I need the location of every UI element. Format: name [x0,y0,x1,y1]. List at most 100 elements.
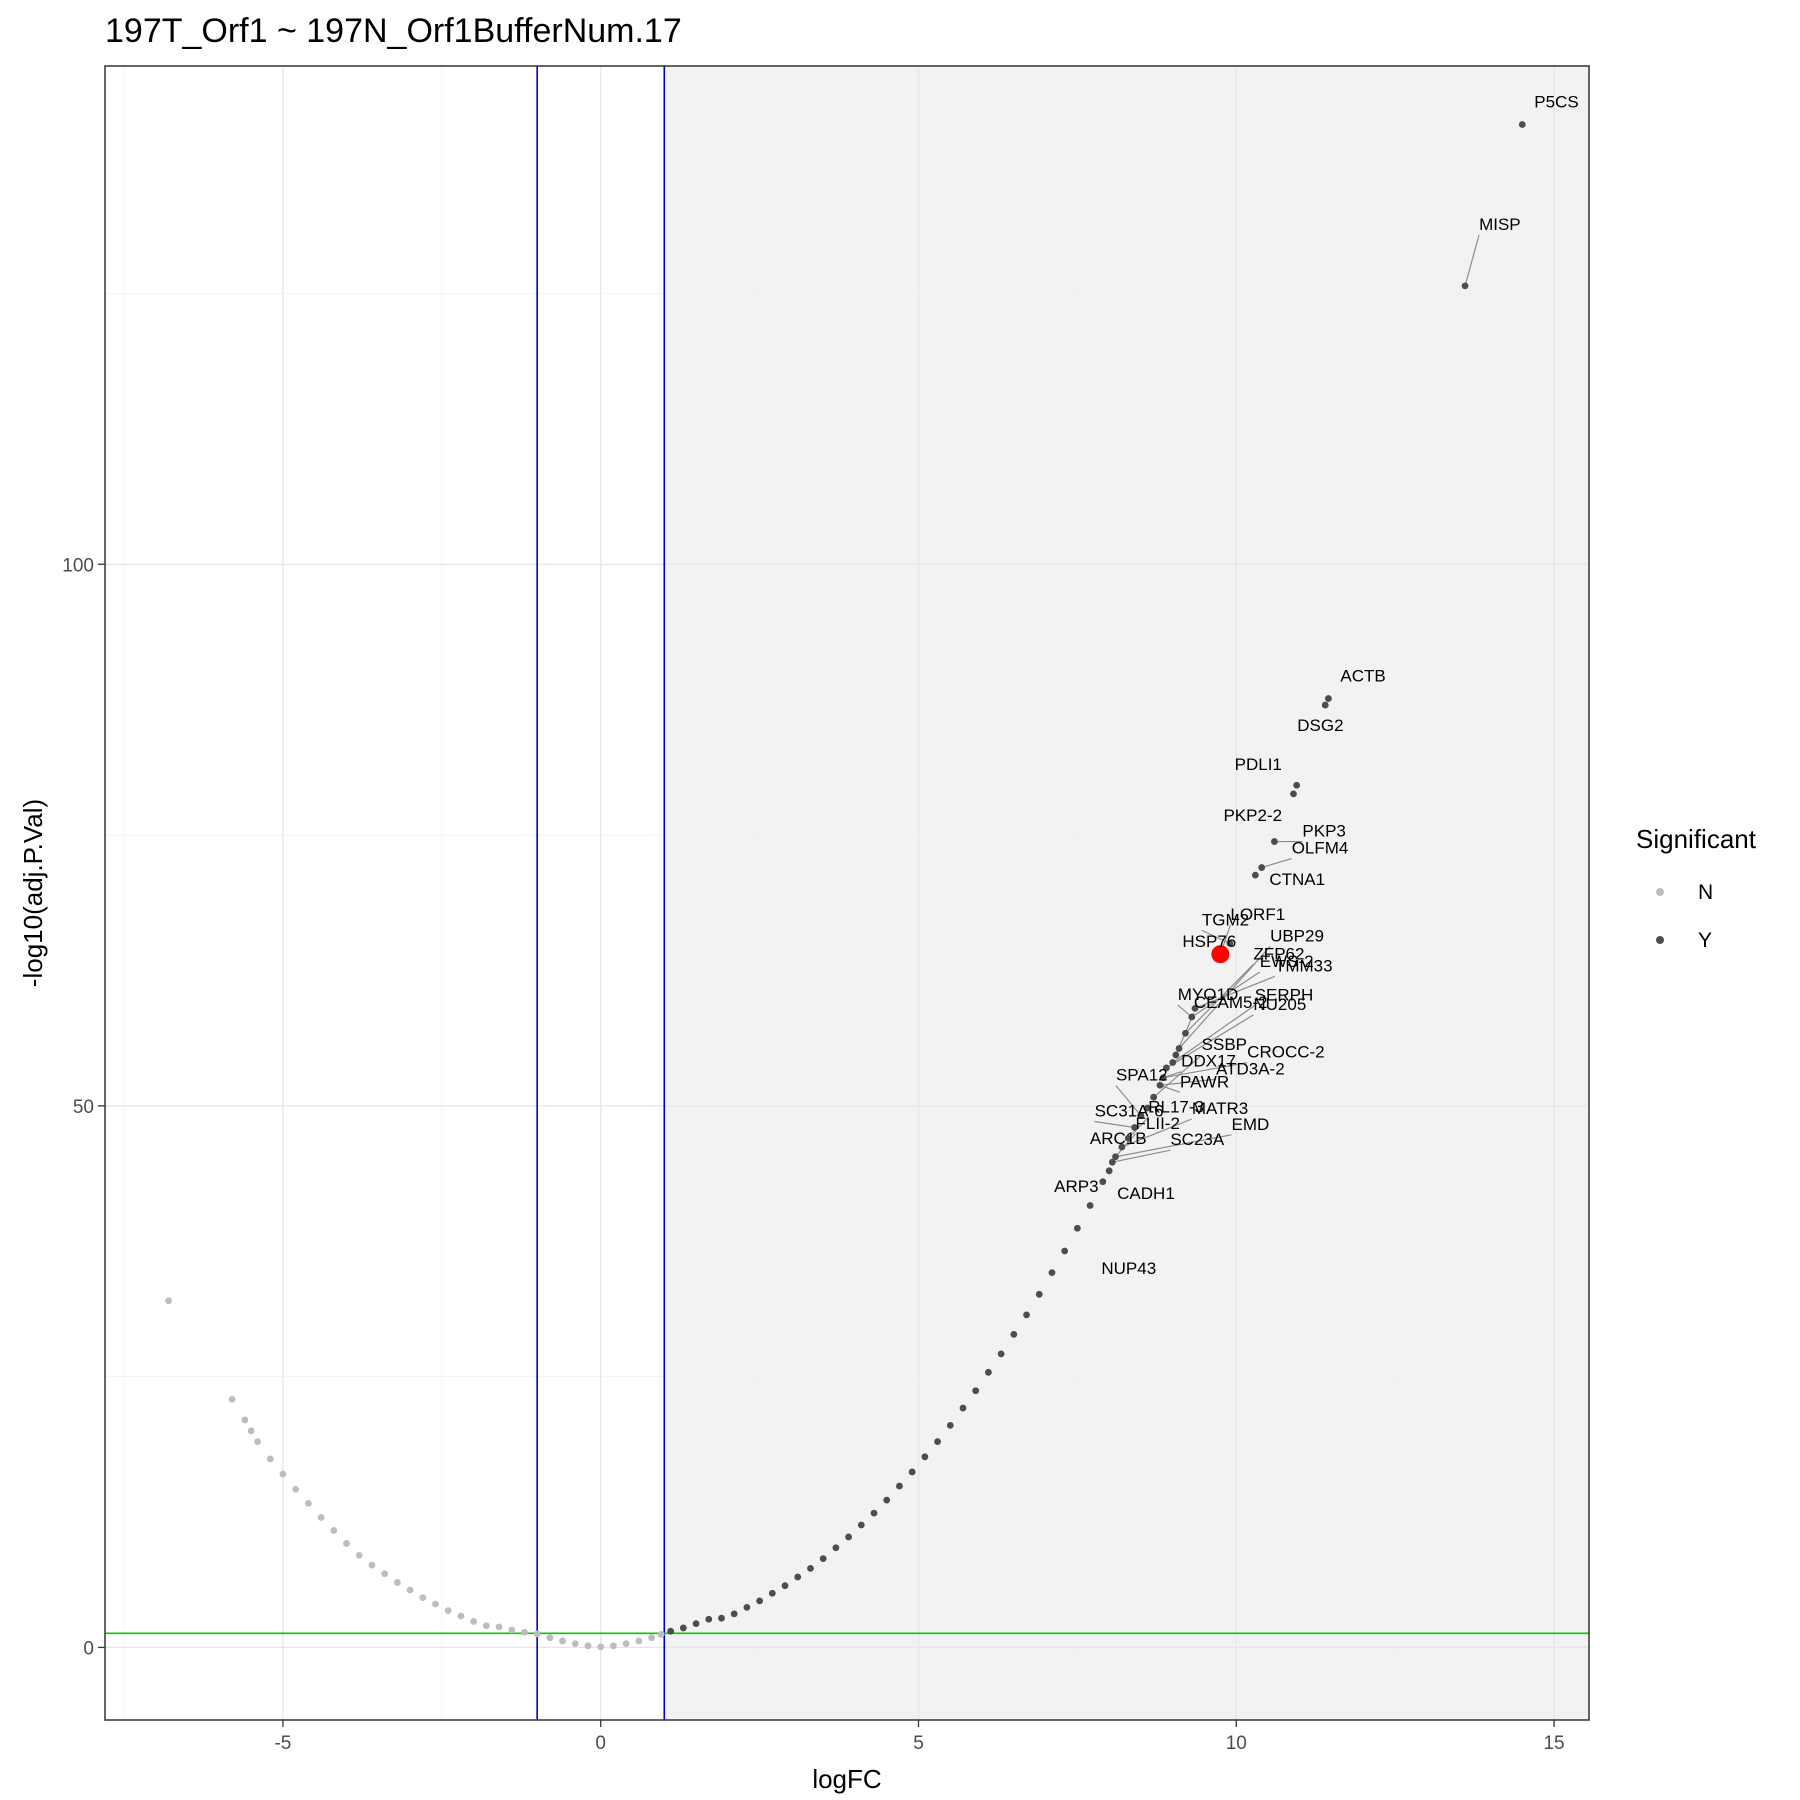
gene-label: SC23A [1170,1130,1225,1149]
data-point-y [1061,1247,1069,1255]
data-point-n [597,1643,605,1651]
data-points [165,121,1526,1651]
x-tick-label: -5 [274,1733,291,1754]
data-point-y [1124,1134,1132,1142]
data-point-y [1035,1290,1043,1298]
data-point-y [819,1555,827,1563]
data-point-y [934,1438,941,1446]
legend-key-n [1656,888,1664,896]
data-point-y [1150,1093,1158,1101]
label-connector [1185,963,1254,1034]
data-point-y [972,1387,980,1395]
data-point-n [304,1499,312,1507]
data-point-y [1169,1059,1177,1066]
legend-title: Significant [1636,824,1757,854]
data-point-y [1251,871,1259,879]
data-point-y [730,1610,738,1618]
data-point-y [857,1521,865,1529]
data-point-y [705,1615,713,1623]
gene-label: NUP43 [1101,1259,1156,1278]
data-point-y [1226,939,1234,947]
data-point-y [1321,701,1329,709]
y-axis-ticks: 0 50 100 [62,555,105,1659]
gene-label: ZFP62 [1253,944,1304,963]
data-point-n [254,1438,261,1446]
reference-lines [105,66,1589,1720]
data-point-y [845,1533,852,1541]
y-tick-label: 50 [73,1097,94,1118]
gene-label: PKP3 [1302,822,1345,841]
data-point-y [1108,1158,1116,1166]
legend-label-n: N [1698,881,1713,904]
data-point-n [610,1642,617,1650]
data-point-y [1159,1074,1167,1082]
data-point-y [832,1544,840,1552]
data-point-y [679,1624,687,1632]
gene-label: CADH1 [1117,1184,1175,1203]
label-connector [1127,1116,1149,1139]
data-point-n [292,1485,300,1493]
label-connector-lines [1094,234,1480,1163]
data-point-n [266,1455,274,1463]
label-connector [1112,1149,1171,1163]
data-point-y [794,1573,802,1581]
x-tick-label: 15 [1543,1733,1564,1754]
x-axis-title: logFC [812,1764,881,1794]
data-point-n [559,1637,566,1645]
data-point-n [419,1594,427,1602]
data-point-n [648,1634,655,1642]
data-point-y [1156,1081,1164,1089]
legend-label-y: Y [1698,929,1712,952]
data-point-n [393,1579,401,1586]
gene-label: UBP29 [1270,926,1324,945]
data-point-y [1191,1004,1199,1012]
data-point-y [1258,864,1266,871]
data-point-n [584,1642,592,1650]
data-point-y [1010,1330,1018,1338]
x-axis-ticks: -5 0 5 10 15 [274,1720,1565,1754]
data-point-n [279,1470,287,1478]
x-tick-label: 10 [1226,1733,1247,1754]
data-point-y [1325,695,1332,702]
data-point-n [457,1612,465,1620]
gene-label: PDLI1 [1235,755,1282,774]
gene-label: PAWR [1180,1072,1229,1091]
data-point-y [1048,1269,1056,1277]
data-point-n [317,1514,325,1521]
data-point-y [1105,1167,1113,1175]
data-point-y [1137,1112,1145,1119]
data-point-y [1162,1064,1170,1072]
gene-label: MATR3 [1192,1099,1248,1118]
gene-label: SSBP [1202,1035,1247,1054]
data-point-n [444,1607,452,1614]
gene-label: EWS-2 [1260,952,1314,971]
label-connector [1115,1133,1136,1158]
data-point-y [1293,781,1301,789]
data-point-y [959,1404,967,1412]
gene-label: HSP76 [1182,932,1236,951]
data-point-y [1086,1202,1094,1209]
label-connector [1191,971,1261,1018]
label-connector [1464,234,1480,287]
label-connector [1172,1005,1256,1064]
data-point-n [247,1427,255,1435]
label-connector [1153,1054,1203,1098]
data-point-n [546,1634,554,1642]
label-connector [1166,1014,1254,1069]
label-connector [1159,1084,1181,1093]
gene-label: ARC1B [1090,1129,1147,1148]
data-point-y [1518,121,1526,128]
data-point-n [622,1640,630,1648]
data-point-y [1290,790,1297,798]
x-tick-label: 5 [913,1733,924,1754]
grid-lines [105,66,1589,1720]
gene-label: TGM2 [1202,910,1249,929]
data-point-n [381,1570,389,1578]
label-connector [1178,946,1271,1049]
data-point-y [743,1603,751,1611]
chart-title: 197T_Orf1 ~ 197N_Orf1BufferNum.17 [105,12,682,50]
gene-label: OLFM4 [1292,839,1349,858]
gene-label: ACTB [1340,667,1385,686]
legend: Significant N Y [1636,824,1757,952]
